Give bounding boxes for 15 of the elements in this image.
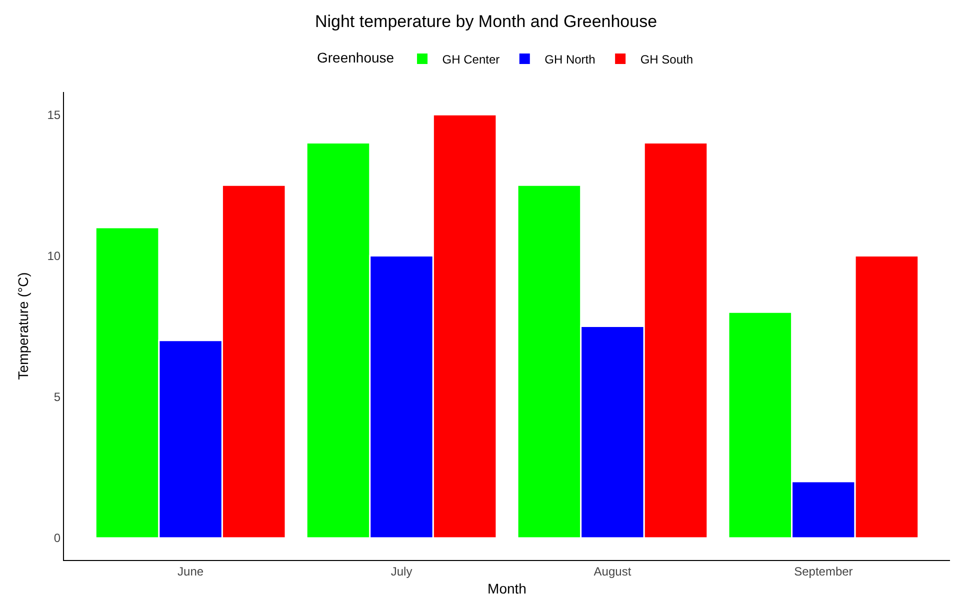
legend-label: GH North bbox=[544, 52, 596, 66]
x-tick-label: September bbox=[794, 564, 853, 578]
x-tick-label: August bbox=[594, 564, 632, 578]
y-tick-label: 0 bbox=[54, 531, 61, 546]
x-axis-title: Month bbox=[488, 580, 526, 597]
legend-title: Greenhouse bbox=[317, 49, 394, 66]
y-tick-label: 15 bbox=[47, 108, 61, 122]
chart-title: Night temperature by Month and Greenhouse bbox=[314, 12, 658, 32]
y-axis-title: Temperature (°C) bbox=[14, 272, 31, 380]
legend-label: GH South bbox=[640, 52, 694, 66]
legend-label: GH Center bbox=[442, 52, 500, 66]
y-tick-label: 5 bbox=[54, 390, 61, 404]
x-tick-label: June bbox=[178, 564, 204, 578]
x-tick-label: July bbox=[390, 564, 412, 578]
y-tick-label: 10 bbox=[47, 248, 61, 263]
